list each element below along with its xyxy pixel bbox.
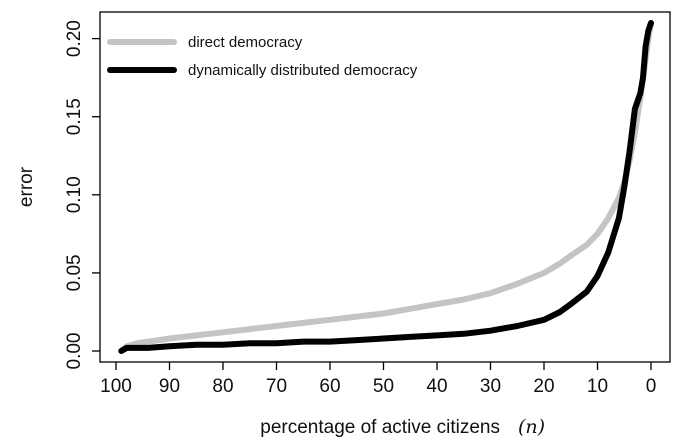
y-tick-label: 0.05 [64,254,85,291]
y-tick-label: 0.15 [64,98,85,135]
legend-label: dynamically distributed democracy [188,62,418,79]
x-axis-variable: (n) [518,416,545,438]
x-tick-label: 70 [266,376,287,397]
x-tick-label: 60 [319,376,340,397]
x-axis-label: percentage of active citizens [260,417,500,438]
series-line-dynamically-distributed-democracy [118,20,654,354]
x-tick-label: 0 [646,376,657,397]
legend-label: direct democracy [188,34,303,51]
y-axis-label: error [16,166,37,207]
x-tick-label: 90 [159,376,180,397]
legend: direct democracy dynamically distributed … [107,34,418,79]
x-tick-label: 30 [480,376,501,397]
x-tick-label: 80 [212,376,233,397]
y-tick-label: 0.00 [64,333,85,370]
plot-frame [99,11,671,363]
y-axis: 0.00 0.05 0.10 0.15 0.20 [64,20,100,369]
x-tick-label: 20 [533,376,554,397]
series-lines [118,20,654,354]
x-tick-label: 50 [373,376,394,397]
x-tick-label: 40 [426,376,447,397]
x-tick-label: 100 [100,376,132,397]
y-tick-label: 0.10 [64,176,85,213]
y-tick-label: 0.20 [64,20,85,57]
x-axis: 100 90 80 70 60 50 40 30 20 10 0 [100,362,656,397]
x-tick-label: 10 [587,376,608,397]
